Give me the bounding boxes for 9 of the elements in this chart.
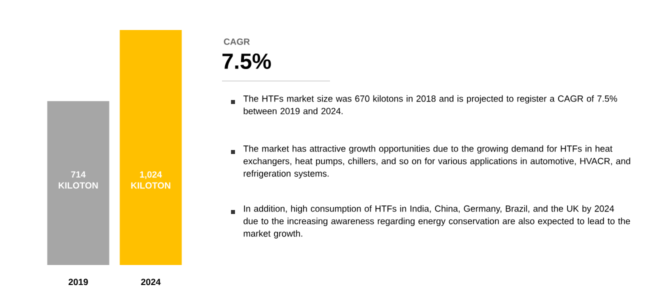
text: 7.5% <box>222 54 271 69</box>
text: The HTFs market size was 670 kilotons in 2018 and is projected to register a CAGR of 7.5% between 2019 and 2024. <box>243 95 618 114</box>
x-tick-label: 2019 <box>68 278 88 286</box>
text: CAGR <box>224 38 250 45</box>
data-label: 1,024 KILOTON <box>131 171 170 189</box>
text: In addition, high consumption of HTFs in India, China, Germany, Brazil, and the UK by 2024 due to the increasing awareness regarding energy conservation are also expected to lead to the market growth. <box>244 205 630 238</box>
data-label: 714 KILOTON <box>58 171 98 189</box>
text: The market has attractive growth opportunities due to the growing demand for HTFs in heat exchangers, heat pumps, chillers, and so on for various applications in automotive, HVACR, and refrigeration systems. <box>243 145 630 178</box>
x-tick-label: 2024 <box>141 278 161 286</box>
